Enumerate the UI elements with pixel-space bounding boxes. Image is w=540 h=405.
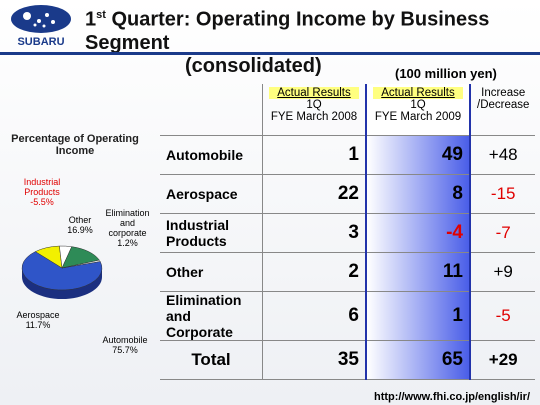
curr-value: 8 xyxy=(365,174,471,214)
row-name: Industrial Products xyxy=(160,213,263,253)
prev-value: 3 xyxy=(262,213,366,253)
corner xyxy=(160,84,263,136)
table: Actual Results 1Q FYE March 2008 Actual Res… xyxy=(160,84,536,380)
curr-value: 65 xyxy=(365,340,471,380)
column-header: Actual Results 1Q FYE March 2009 xyxy=(365,84,471,136)
row: Other 2 11 +9 xyxy=(160,252,536,292)
pie-label: Industrial Products -5.5% xyxy=(12,177,72,207)
pie-label-value: 1.2% xyxy=(117,238,138,248)
row: Industrial Products 3 -4 -7 xyxy=(160,213,536,253)
header-rule xyxy=(0,52,540,55)
row-name: Elimination and Corporate xyxy=(160,291,263,341)
change-value: -5 xyxy=(469,291,536,341)
logo-text: SUBARU xyxy=(17,36,64,48)
footer-url: http://www.fhi.co.jp/english/ir/ xyxy=(373,391,530,403)
pie-title: Percentage of Operating Income xyxy=(11,133,139,157)
pie-label-value: -5.5% xyxy=(30,197,54,207)
pie-slice xyxy=(61,259,101,269)
row-name: Aerospace xyxy=(160,174,263,214)
change-value: +9 xyxy=(469,252,536,292)
pie-label: Elimination and corporate 1.2% xyxy=(100,208,155,248)
pie-label: Aerospace 11.7% xyxy=(8,310,68,330)
column-header-line1: 1Q xyxy=(306,99,322,111)
curr-value: 49 xyxy=(365,135,471,175)
prev-value: 35 xyxy=(262,340,366,380)
column-header-line2: FYE March 2008 xyxy=(270,111,358,123)
row: Elimination and Corporate 6 1 -5 xyxy=(160,291,536,341)
pie-label: Other 16.9% xyxy=(50,215,110,235)
column-header: Actual Results 1Q FYE March 2008 xyxy=(262,84,366,136)
column-header-line2: FYE March 2009 xyxy=(374,111,462,123)
change-value: -15 xyxy=(469,174,536,214)
prev-value: 6 xyxy=(262,291,366,341)
pie-label-value: 75.7% xyxy=(112,345,138,355)
column-header-highlight: Actual Results xyxy=(269,87,359,99)
curr-value: 11 xyxy=(365,252,471,292)
pie-label-category: Automobile xyxy=(102,335,148,345)
title: 1st Quarter: Operating Income by Busines… xyxy=(85,4,540,78)
change-value: -7 xyxy=(469,213,536,253)
prev-value: 22 xyxy=(262,174,366,214)
title-sup: st xyxy=(96,9,106,21)
title-line1: Quarter: Operating Income by Business Se… xyxy=(85,8,490,54)
pie-label-category: Elimination and corporate xyxy=(105,208,150,238)
row: Automobile 1 49 +48 xyxy=(160,135,536,175)
row-name: Automobile xyxy=(160,135,263,175)
pie-label-value: 11.7% xyxy=(25,320,51,330)
row: Total 35 65 +29 xyxy=(160,340,536,380)
title-number: 1 xyxy=(85,8,97,31)
change-value: +29 xyxy=(469,340,536,380)
column-header-highlight: Actual Results xyxy=(373,87,463,99)
change-header: Increase /Decrease xyxy=(469,84,536,136)
row-name: Total xyxy=(160,340,263,380)
header-row: Actual Results 1Q FYE March 2008 Actual Res… xyxy=(160,84,536,136)
logo: SUBARU xyxy=(11,5,71,48)
pie-label: Automobile 75.7% xyxy=(95,335,155,355)
column-header-line1: 1Q xyxy=(410,99,426,111)
row: Aerospace 22 8 -15 xyxy=(160,174,536,214)
pie-label-category: Aerospace xyxy=(16,310,60,320)
pie-chart xyxy=(21,245,103,299)
unit: (100 million yen) xyxy=(395,66,497,81)
curr-value: -4 xyxy=(365,213,471,253)
title-line2: (consolidated) xyxy=(185,54,322,77)
pie-label-value: 16.9% xyxy=(67,225,93,235)
curr-value: 1 xyxy=(365,291,471,341)
row-name: Other xyxy=(160,252,263,292)
pie-label-category: Other xyxy=(68,215,92,225)
pie-label-category: Industrial Products xyxy=(23,177,61,197)
change-value: +48 xyxy=(469,135,536,175)
prev-value: 2 xyxy=(262,252,366,292)
pie-slice xyxy=(21,251,103,291)
prev-value: 1 xyxy=(262,135,366,175)
